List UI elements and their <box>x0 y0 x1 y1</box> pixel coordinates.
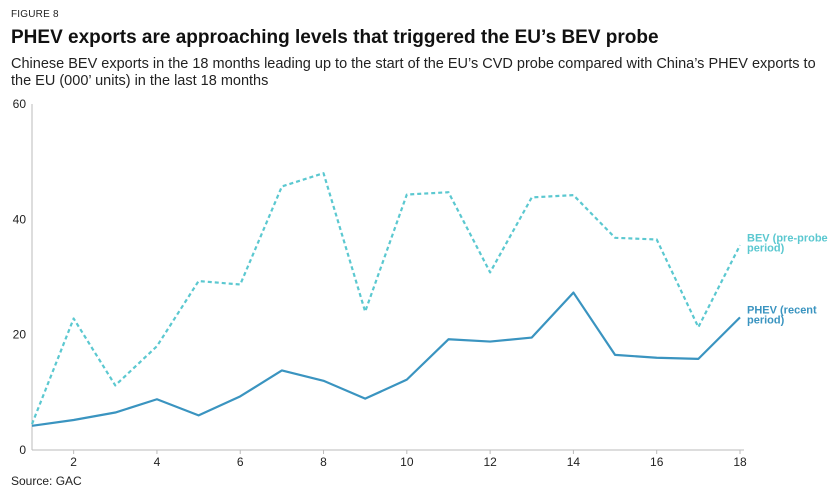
phev-series-line <box>31 291 741 427</box>
x-tick-label: 10 <box>400 455 414 469</box>
phev-series-label: PHEV (recent period) <box>747 304 817 326</box>
y-tick-label: 40 <box>13 212 27 226</box>
figure-label: FIGURE 8 <box>11 9 59 20</box>
bev-series-label: BEV (pre-probe period) <box>747 232 828 254</box>
chart-series <box>30 172 741 427</box>
x-tick-label: 4 <box>154 455 161 469</box>
chart-subtitle: Chinese BEV exports in the 18 months lea… <box>11 56 816 89</box>
x-tick-label: 12 <box>483 455 497 469</box>
x-tick-label: 18 <box>733 455 747 469</box>
x-tick-label: 14 <box>567 455 581 469</box>
x-tick-label: 6 <box>237 455 244 469</box>
y-tick-label: 20 <box>13 328 27 342</box>
series-labels: BEV (pre-probe period) PHEV (recent period) <box>747 232 828 326</box>
chart-axes: 0 20 40 60 2 4 6 8 10 12 14 16 18 <box>13 97 747 469</box>
x-tick-label: 16 <box>650 455 664 469</box>
y-tick-label: 0 <box>19 443 26 457</box>
x-tick-label: 2 <box>70 455 77 469</box>
bev-series-line <box>30 172 741 425</box>
chart-title: PHEV exports are approaching levels that… <box>11 27 659 48</box>
source-note: Source: GAC <box>11 474 82 488</box>
x-tick-label: 8 <box>320 455 327 469</box>
y-tick-label: 60 <box>13 97 27 111</box>
